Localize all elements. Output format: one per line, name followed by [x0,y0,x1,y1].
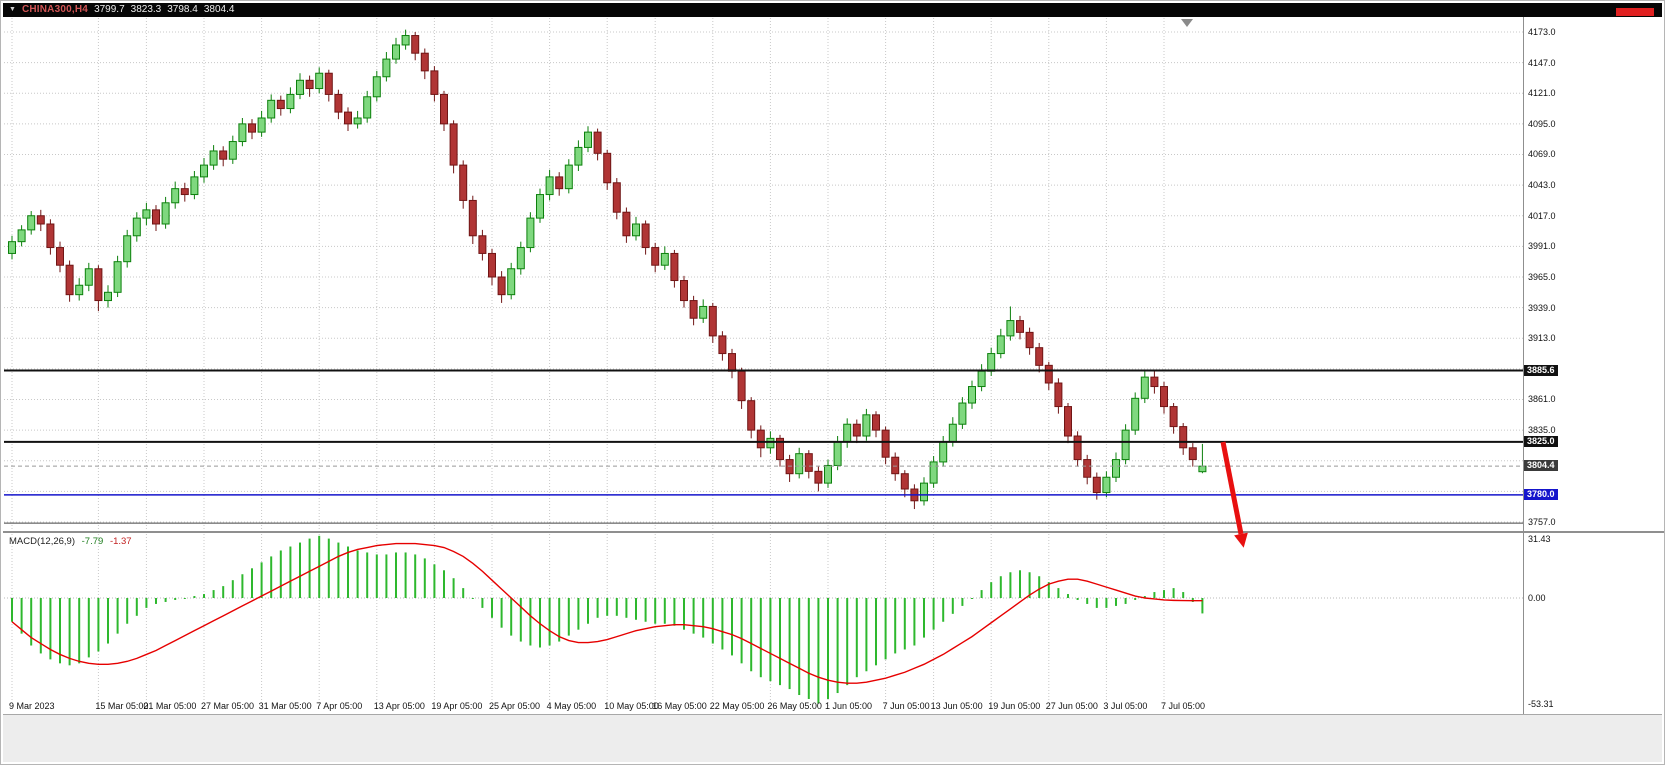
macd-indicator-label: MACD(12,26,9) -7.79 -1.37 [9,536,136,547]
chart-symbol-label: CHINA300,H4 [21,4,89,15]
panel-separators [3,17,1664,715]
chart-low-value: 3798.4 [167,4,198,15]
chart-shift-marker-icon[interactable] [1181,19,1193,27]
candlesticks [8,29,1207,510]
chart-high-value: 3823.3 [130,4,162,15]
grid-lines [4,18,1523,711]
macd-histogram [11,535,1204,704]
window-bottom-area [3,714,1662,762]
chart-title-bar: ▼ CHINA300,H4 3799.7 3823.3 3798.4 3804.… [3,3,1662,17]
chart-open-value: 3799.7 [94,4,125,15]
chart-close-value: 3804.4 [203,4,235,15]
symbol-dropdown-icon[interactable]: ▼ [9,6,16,13]
macd-signal-value: -1.37 [109,536,132,547]
trend-arrow-annotation [1220,441,1248,548]
macd-signal-line [11,542,1203,684]
horizontal-level-lines [4,369,1523,524]
macd-label-text: MACD(12,26,9) [9,536,75,547]
macd-main-value: -7.79 [81,536,104,547]
title-bar-red-badge [1616,8,1654,16]
